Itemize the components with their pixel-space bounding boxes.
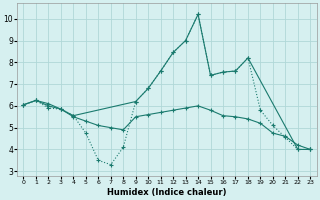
X-axis label: Humidex (Indice chaleur): Humidex (Indice chaleur): [107, 188, 227, 197]
